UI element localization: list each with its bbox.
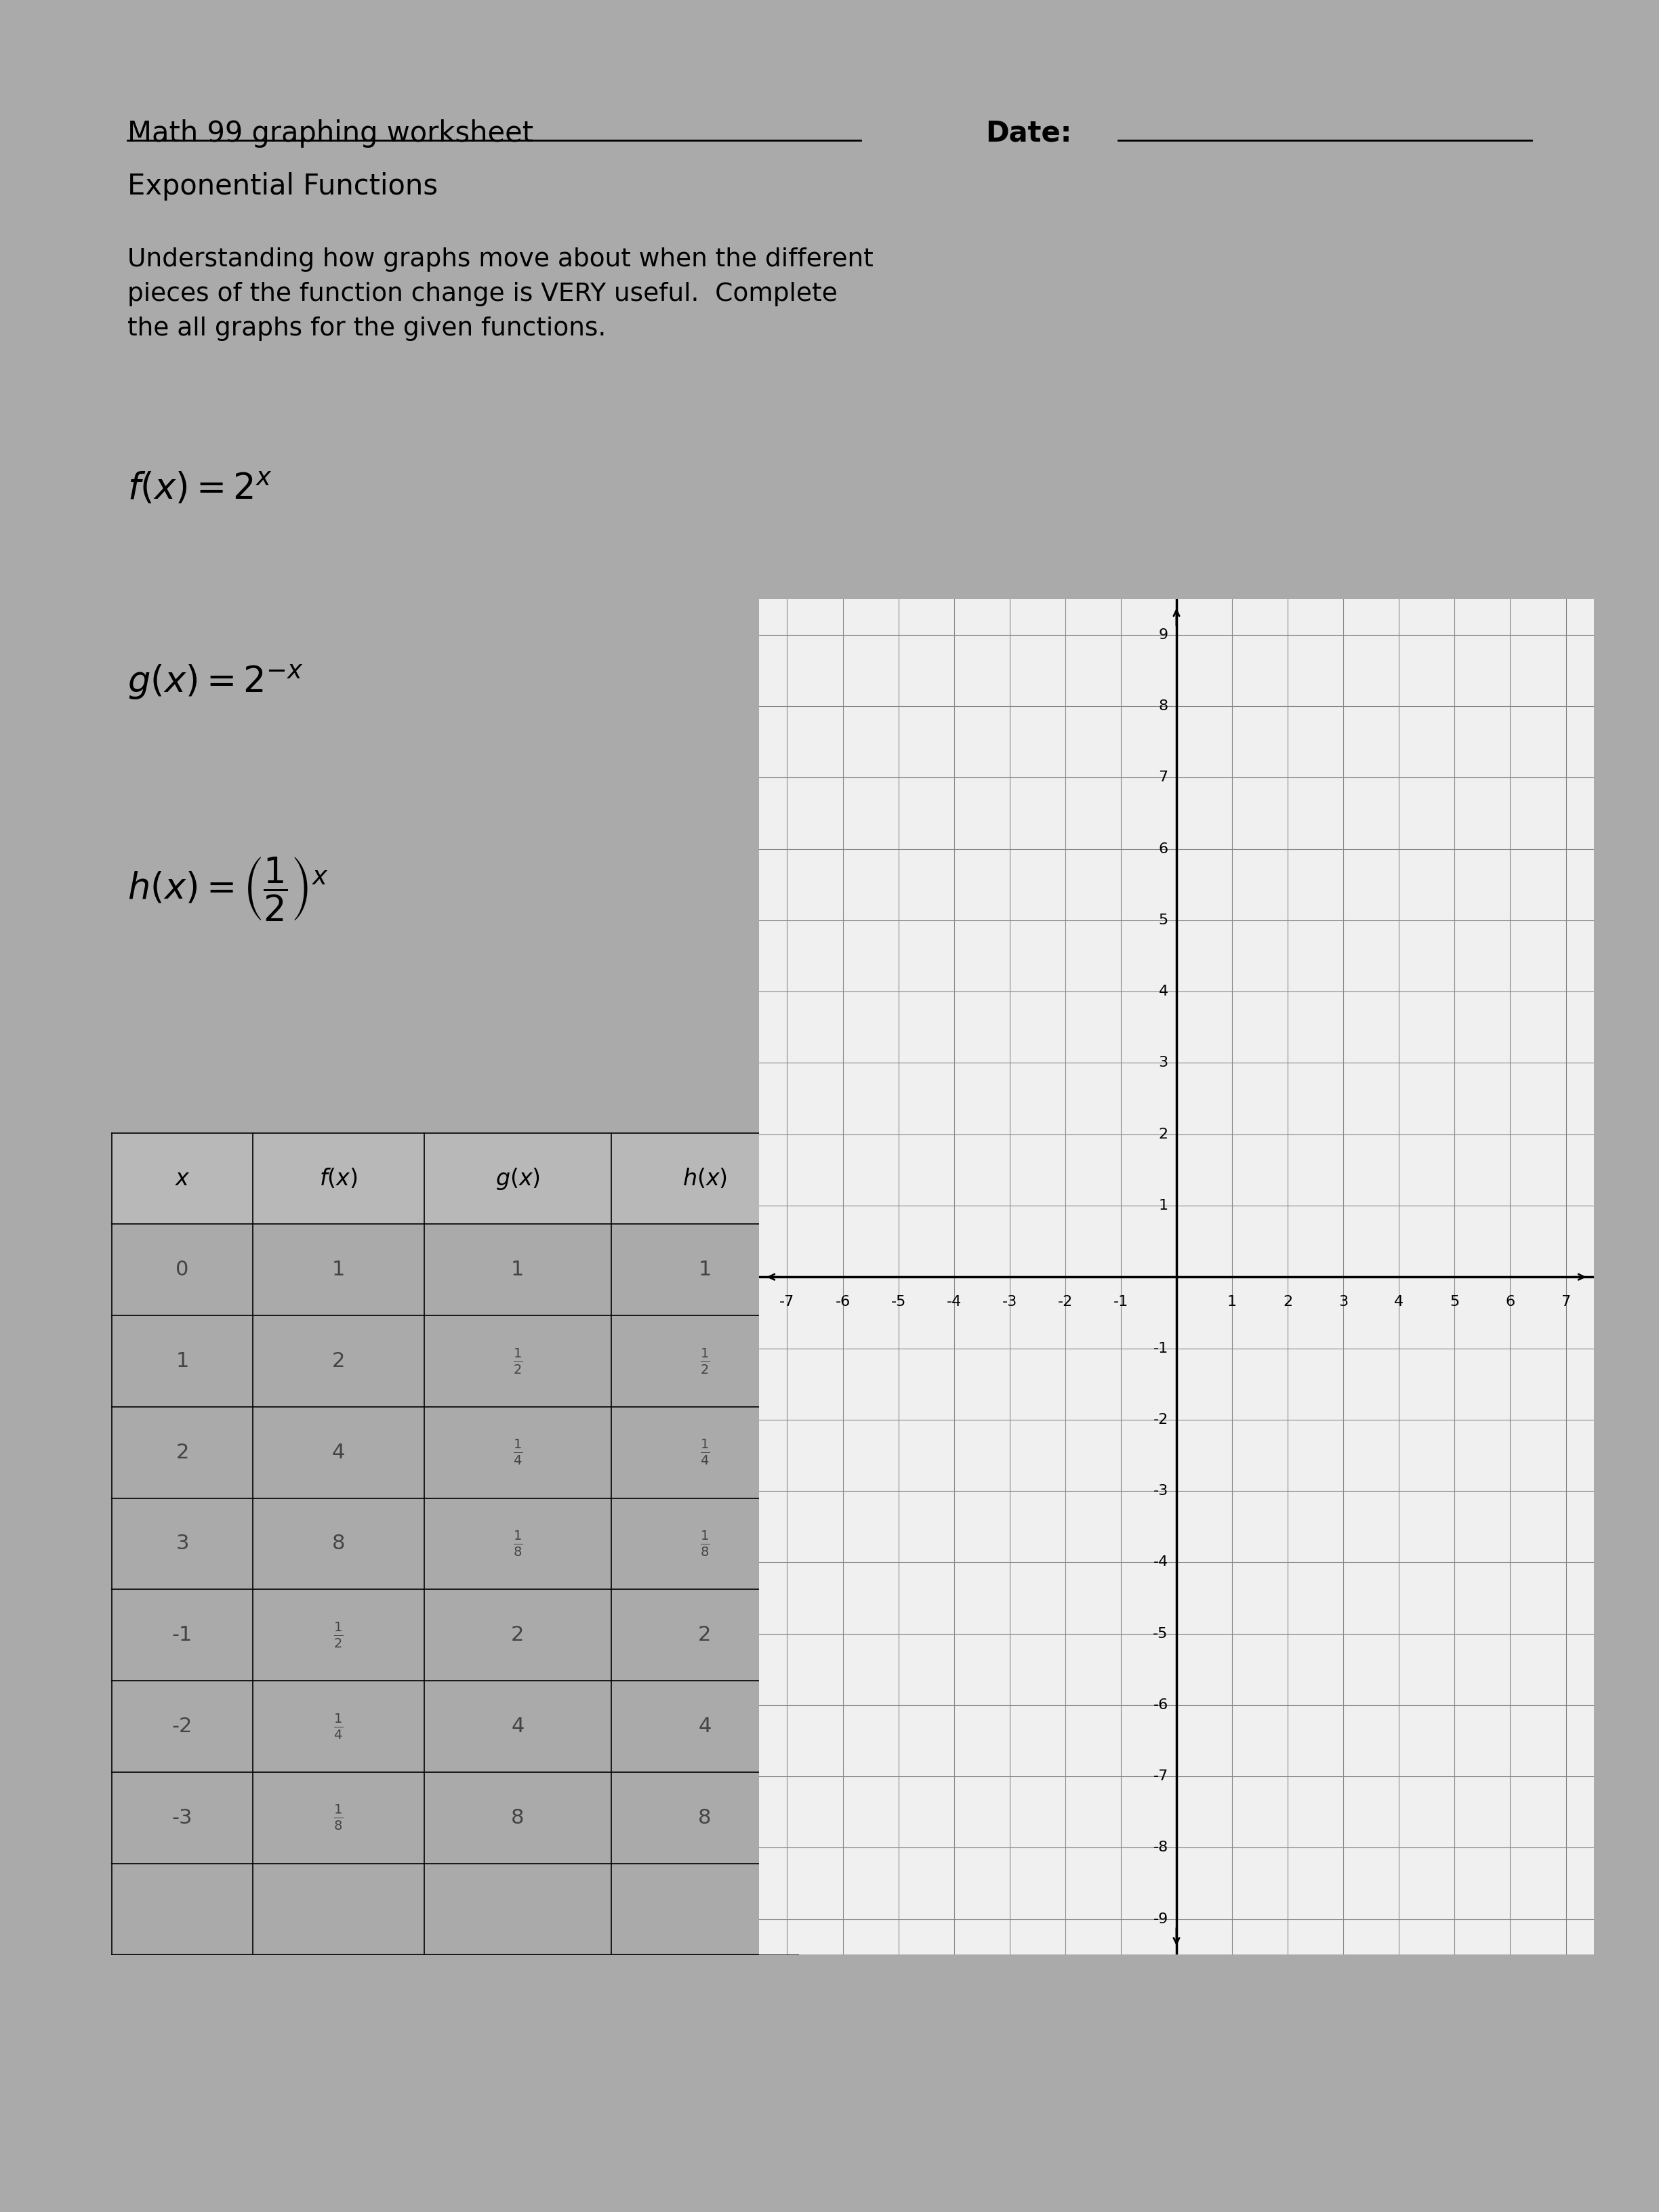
Text: 2: 2 bbox=[176, 1442, 189, 1462]
Text: $\frac{1}{4}$: $\frac{1}{4}$ bbox=[700, 1438, 710, 1467]
Text: 8: 8 bbox=[332, 1533, 345, 1553]
Text: $\frac{1}{4}$: $\frac{1}{4}$ bbox=[333, 1712, 343, 1741]
Text: 3: 3 bbox=[176, 1533, 189, 1553]
Text: -8: -8 bbox=[1153, 1840, 1168, 1854]
Text: $x$: $x$ bbox=[174, 1168, 191, 1190]
Text: 1: 1 bbox=[176, 1352, 189, 1371]
Text: 9: 9 bbox=[1158, 628, 1168, 641]
Text: 0: 0 bbox=[176, 1261, 189, 1281]
Text: 4: 4 bbox=[1394, 1294, 1404, 1307]
Text: -7: -7 bbox=[780, 1294, 795, 1307]
Text: $\frac{1}{8}$: $\frac{1}{8}$ bbox=[333, 1803, 343, 1832]
Text: -1: -1 bbox=[1113, 1294, 1128, 1307]
Text: -1: -1 bbox=[1153, 1340, 1168, 1356]
Text: 1: 1 bbox=[1228, 1294, 1238, 1307]
Text: -6: -6 bbox=[834, 1294, 851, 1307]
Text: Understanding how graphs move about when the different
pieces of the function ch: Understanding how graphs move about when… bbox=[128, 248, 874, 341]
Text: 6: 6 bbox=[1505, 1294, 1515, 1307]
Text: $g(x)$: $g(x)$ bbox=[494, 1166, 541, 1190]
Text: 7: 7 bbox=[1158, 770, 1168, 785]
Text: -9: -9 bbox=[1153, 1911, 1168, 1927]
Text: 6: 6 bbox=[1158, 843, 1168, 856]
Text: 8: 8 bbox=[511, 1807, 524, 1827]
Text: 2: 2 bbox=[1282, 1294, 1292, 1307]
Text: $f(x)=2^{x}$: $f(x)=2^{x}$ bbox=[128, 471, 272, 507]
Text: 2: 2 bbox=[332, 1352, 345, 1371]
Text: -3: -3 bbox=[1153, 1484, 1168, 1498]
Text: 2: 2 bbox=[511, 1626, 524, 1646]
Text: $g(x)=2^{-x}$: $g(x)=2^{-x}$ bbox=[128, 664, 304, 701]
Text: $\frac{1}{2}$: $\frac{1}{2}$ bbox=[333, 1621, 343, 1650]
Text: $f(x)$: $f(x)$ bbox=[319, 1168, 357, 1190]
Text: -6: -6 bbox=[1153, 1699, 1168, 1712]
Text: $\frac{1}{4}$: $\frac{1}{4}$ bbox=[513, 1438, 523, 1467]
Text: $\frac{1}{2}$: $\frac{1}{2}$ bbox=[700, 1347, 710, 1376]
Text: 3: 3 bbox=[1339, 1294, 1349, 1307]
Text: Exponential Functions: Exponential Functions bbox=[128, 173, 438, 201]
Text: $h(x)$: $h(x)$ bbox=[682, 1168, 727, 1190]
Text: $\frac{1}{8}$: $\frac{1}{8}$ bbox=[513, 1528, 523, 1557]
Text: 3: 3 bbox=[1158, 1055, 1168, 1071]
Text: 2: 2 bbox=[1158, 1128, 1168, 1141]
Text: -1: -1 bbox=[173, 1626, 192, 1646]
Text: $\frac{1}{2}$: $\frac{1}{2}$ bbox=[513, 1347, 523, 1376]
Text: 8: 8 bbox=[698, 1807, 712, 1827]
Text: $\frac{1}{8}$: $\frac{1}{8}$ bbox=[700, 1528, 710, 1557]
Text: Math 99 graphing worksheet: Math 99 graphing worksheet bbox=[128, 119, 534, 148]
Text: -7: -7 bbox=[1153, 1770, 1168, 1783]
Text: -4: -4 bbox=[1153, 1555, 1168, 1568]
Text: -3: -3 bbox=[173, 1807, 192, 1827]
Text: 4: 4 bbox=[511, 1717, 524, 1736]
Text: 5: 5 bbox=[1450, 1294, 1460, 1307]
Text: -5: -5 bbox=[1153, 1626, 1168, 1641]
Text: 7: 7 bbox=[1561, 1294, 1571, 1307]
FancyBboxPatch shape bbox=[113, 1133, 798, 1223]
Text: 1: 1 bbox=[332, 1261, 345, 1281]
Text: 8: 8 bbox=[1158, 699, 1168, 712]
Text: 1: 1 bbox=[1158, 1199, 1168, 1212]
Text: -2: -2 bbox=[173, 1717, 192, 1736]
Text: $h(x)=\left(\dfrac{1}{2}\right)^{x}$: $h(x)=\left(\dfrac{1}{2}\right)^{x}$ bbox=[128, 856, 328, 922]
Text: 1: 1 bbox=[698, 1261, 712, 1281]
Text: -4: -4 bbox=[946, 1294, 962, 1307]
Text: 1: 1 bbox=[511, 1261, 524, 1281]
Text: 2: 2 bbox=[698, 1626, 712, 1646]
Text: Date:: Date: bbox=[985, 119, 1072, 148]
Text: -3: -3 bbox=[1002, 1294, 1017, 1307]
Text: 5: 5 bbox=[1158, 914, 1168, 927]
Text: 4: 4 bbox=[1158, 984, 1168, 998]
Text: -2: -2 bbox=[1153, 1413, 1168, 1427]
Text: -2: -2 bbox=[1058, 1294, 1073, 1307]
Text: -5: -5 bbox=[891, 1294, 906, 1307]
Text: 4: 4 bbox=[698, 1717, 712, 1736]
Text: 4: 4 bbox=[332, 1442, 345, 1462]
